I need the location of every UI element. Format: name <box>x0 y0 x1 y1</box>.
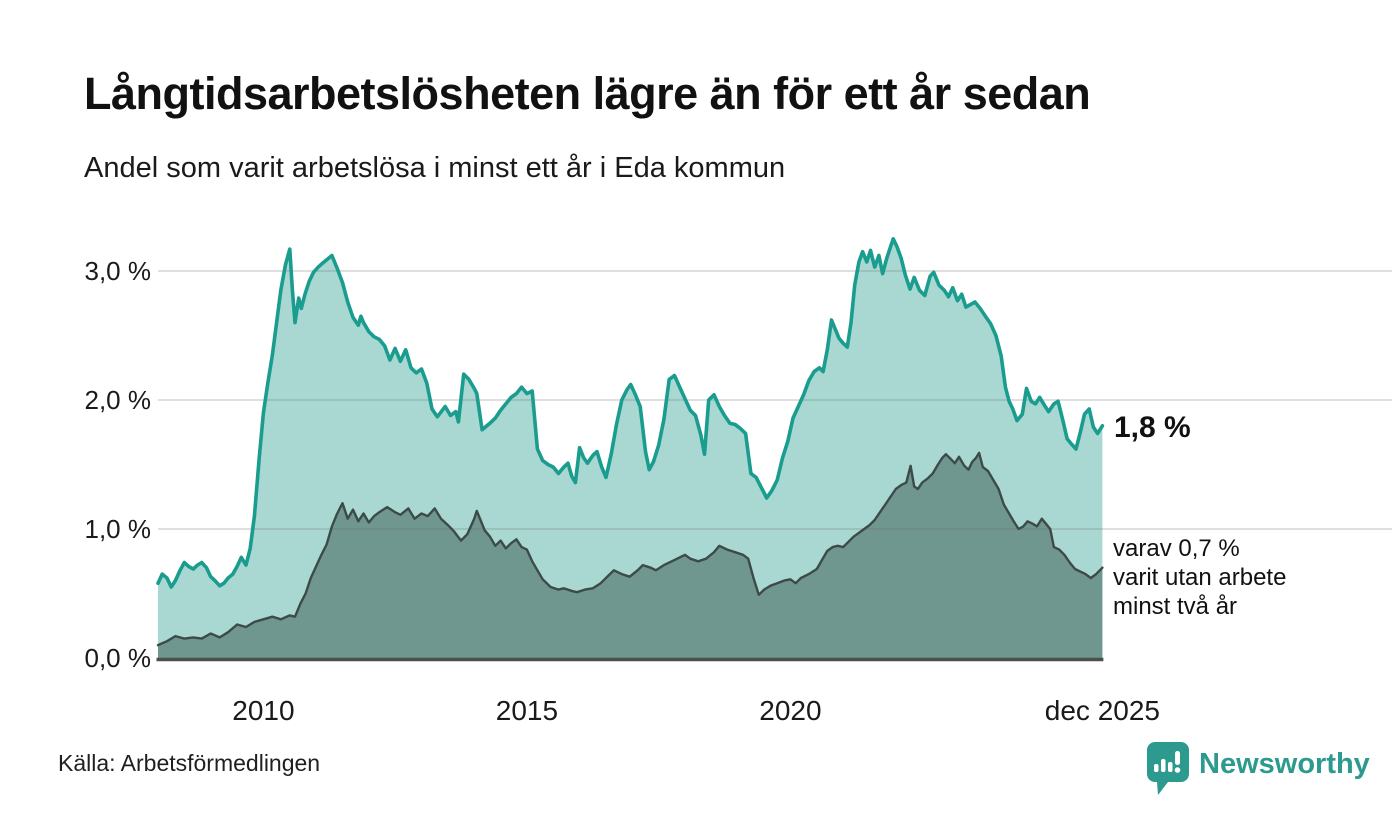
annotation-secondary-line3: minst två år <box>1113 593 1238 620</box>
page-subtitle: Andel som varit arbetslösa i minst ett å… <box>84 152 786 184</box>
annotation-secondary-line2: varit utan arbete <box>1113 564 1287 591</box>
x-tick-label: 2010 <box>232 695 294 726</box>
y-tick-label: 3,0 % <box>85 256 152 286</box>
x-tick-label: 2015 <box>496 695 558 726</box>
line-unemployed-two-years <box>156 451 1104 647</box>
annotation-secondary-series: varav 0,7 % varit utan arbete minst två … <box>1113 534 1286 621</box>
x-tick-label: 2020 <box>759 695 821 726</box>
page-title: Långtidsarbetslösheten lägre än för ett … <box>84 68 1091 119</box>
brand-lockup: Newsworthy <box>1146 741 1370 799</box>
line-unemployed-one-year <box>156 237 1105 589</box>
brand-name: Newsworthy <box>1199 748 1370 780</box>
y-tick-label: 2,0 % <box>85 385 152 415</box>
x-tick-label: dec 2025 <box>1045 695 1160 726</box>
annotation-secondary-line1: varav 0,7 % <box>1113 535 1240 562</box>
annotation-latest-value: 1,8 % <box>1114 411 1191 444</box>
y-tick-label: 0,0 % <box>85 643 152 673</box>
newsworthy-logo-icon <box>1147 742 1189 795</box>
area-unemployed-two-years <box>158 452 1103 658</box>
source-note: Källa: Arbetsförmedlingen <box>58 750 321 776</box>
y-tick-label: 1,0 % <box>85 514 152 544</box>
